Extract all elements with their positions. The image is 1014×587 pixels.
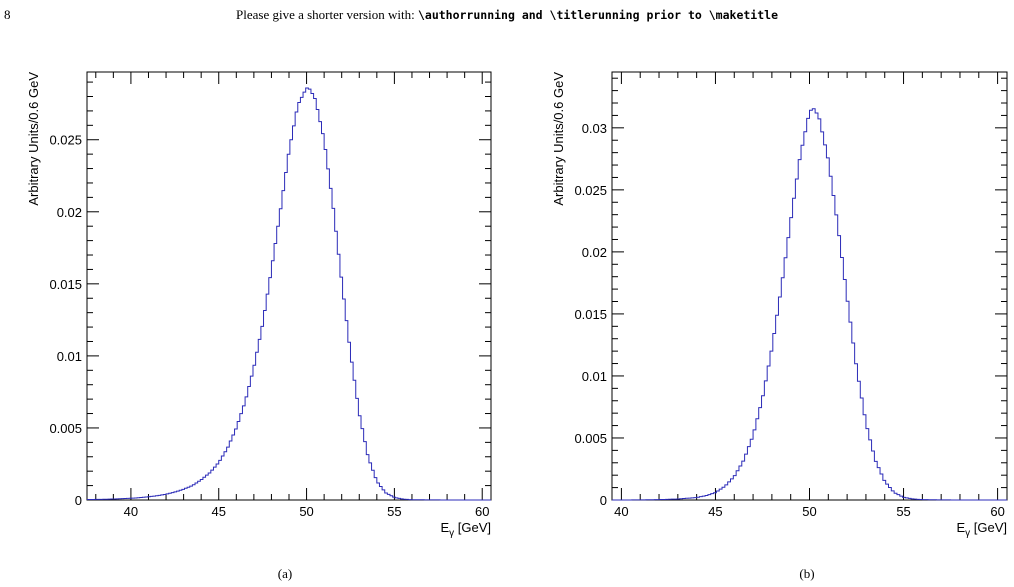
chart-b-y-tick-label: 0.03 (582, 121, 607, 136)
chart-a-x-tick-label: 40 (124, 504, 138, 519)
running-head: Please give a shorter version with: \aut… (0, 7, 1014, 23)
chart-b-y-tick-label: 0.01 (582, 369, 607, 384)
chart-a-y-axis-label: Arbitrary Units/0.6 GeV (26, 72, 41, 206)
chart-a-y-tick-label: 0.015 (49, 277, 82, 292)
running-head-code: \authorrunning and \titlerunning prior t… (417, 8, 778, 22)
chart-a-x-tick-label: 60 (475, 504, 489, 519)
chart-a-y-tick-label: 0 (75, 493, 82, 508)
chart-b-y-tick-label: 0.025 (574, 183, 607, 198)
chart-b-y-tick-label: 0.015 (574, 307, 607, 322)
chart-a-histogram (87, 87, 491, 501)
chart-b-y-tick-label: 0 (600, 493, 607, 508)
chart-b-histogram (612, 108, 1007, 501)
chart-a-y-tick-label: 0.025 (49, 133, 82, 148)
chart-b-y-axis-label: Arbitrary Units/0.6 GeV (551, 72, 566, 206)
chart-a-x-axis-label: Eγ [GeV] (440, 520, 491, 539)
chart-b-y-tick-label: 0.02 (582, 245, 607, 260)
chart-a-x-tick-label: 50 (299, 504, 313, 519)
chart-b-x-tick-label: 50 (802, 504, 816, 519)
chart-a-y-tick-label: 0.02 (57, 205, 82, 220)
chart-a-frame (86, 71, 492, 501)
chart-a-x-tick-label: 45 (212, 504, 226, 519)
running-head-text: Please give a shorter version with: (236, 7, 418, 22)
page-number: 8 (4, 7, 11, 22)
chart-b-x-axis-label: Eγ [GeV] (956, 520, 1007, 539)
chart-a-x-tick-label: 55 (387, 504, 401, 519)
chart-a-caption: (a) (278, 566, 292, 581)
chart-a-y-tick-label: 0.01 (57, 349, 82, 364)
chart-b-x-tick-label: 45 (708, 504, 722, 519)
chart-b-y-tick-label: 0.005 (574, 431, 607, 446)
chart-b: 40 45 50 55 60 0 0.005 0.01 0.015 0.02 0.025 0.03 Eγ… (551, 71, 1008, 581)
chart-b-x-tick-label: 60 (990, 504, 1004, 519)
chart-b-x-tick-label: 55 (896, 504, 910, 519)
chart-a-y-tick-label: 0.005 (49, 421, 82, 436)
chart-b-caption: (b) (799, 566, 814, 581)
chart-b-x-tick-label: 40 (614, 504, 628, 519)
chart-b-frame (611, 71, 1008, 501)
chart-a: 40 45 50 55 60 0 0.005 0.01 0.015 0.02 0.025 Eγ [Ge… (26, 71, 492, 581)
